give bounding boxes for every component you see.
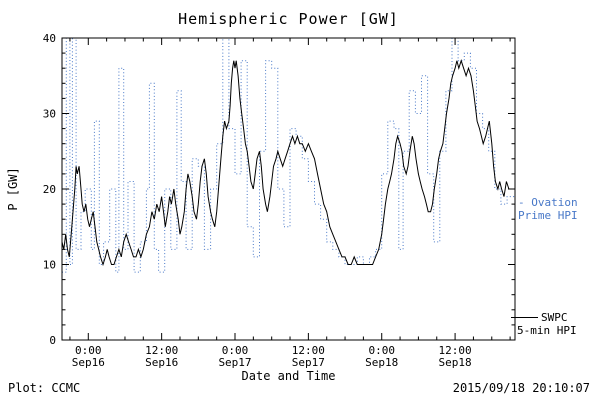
legend-ovation-line2: Prime HPI xyxy=(518,209,578,222)
svg-text:20: 20 xyxy=(43,183,56,196)
svg-text:Sep18: Sep18 xyxy=(365,356,398,369)
svg-text:0:00: 0:00 xyxy=(222,344,249,357)
svg-text:Sep17: Sep17 xyxy=(218,356,251,369)
legend-swpc-line1: SWPC xyxy=(541,311,568,324)
svg-text:30: 30 xyxy=(43,108,56,121)
svg-text:Sep16: Sep16 xyxy=(145,356,178,369)
legend-swpc-line-sample xyxy=(511,317,538,318)
legend-ovation-line1: - Ovation xyxy=(518,196,578,209)
timestamp-label: 2015/09/18 20:10:07 xyxy=(452,381,590,395)
svg-text:0: 0 xyxy=(49,334,56,347)
svg-text:12:00: 12:00 xyxy=(145,344,178,357)
svg-text:40: 40 xyxy=(43,32,56,45)
svg-text:12:00: 12:00 xyxy=(292,344,325,357)
svg-text:12:00: 12:00 xyxy=(439,344,472,357)
chart-title: Hemispheric Power [GW] xyxy=(178,10,399,28)
svg-text:0:00: 0:00 xyxy=(75,344,102,357)
legend-swpc-line2: 5-min HPI xyxy=(517,324,577,337)
legend-swpc: SWPC 5-min HPI xyxy=(511,311,577,337)
svg-text:0:00: 0:00 xyxy=(368,344,395,357)
svg-text:Sep17: Sep17 xyxy=(292,356,325,369)
legend-ovation: - Ovation Prime HPI xyxy=(518,196,578,222)
plot-source-label: Plot: CCMC xyxy=(8,381,81,395)
svg-text:10: 10 xyxy=(43,259,56,272)
svg-text:Sep18: Sep18 xyxy=(439,356,472,369)
svg-text:Sep16: Sep16 xyxy=(72,356,105,369)
x-axis-label: Date and Time xyxy=(241,369,336,383)
y-axis-label: P [GW] xyxy=(6,167,20,211)
